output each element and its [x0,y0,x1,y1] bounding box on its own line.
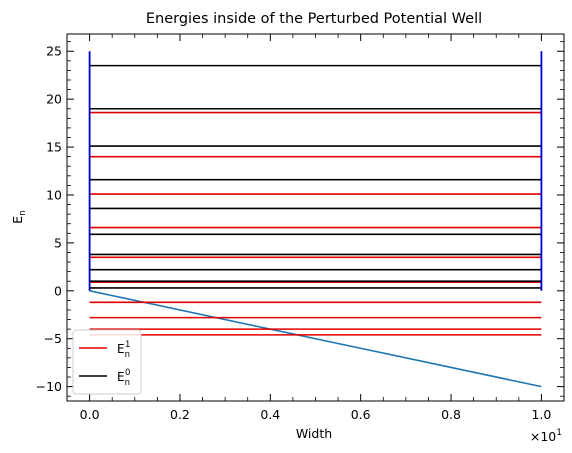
y-tick-label: −10 [36,379,62,394]
y-tick-label: 0 [54,283,62,298]
legend-label-perturbed: En1 [117,340,130,360]
y-tick-label: 20 [46,92,62,107]
legend: En1 En0 [72,329,142,395]
x-tick-label: 0.2 [170,407,190,422]
legend-label-unperturbed: En0 [117,368,130,388]
x-axis-label: Width [296,426,332,441]
y-axis-label-sub: n [18,210,28,216]
x-tick-label: 1.0 [531,407,551,422]
legend-box [72,329,142,395]
y-tick-label: 10 [46,187,62,202]
perturbation-line [89,290,542,388]
x-axis-ticks: 0.0 0.2 0.4 0.6 0.8 1.0 [66,34,565,422]
plot-frame [66,33,565,402]
x-tick-label: 0.6 [351,407,371,422]
chart-title: Energies inside of the Perturbed Potenti… [146,11,482,27]
y-tick-label: −5 [44,331,62,346]
y-axis-label-main: E [10,216,25,224]
x-tick-label: 0.4 [260,407,280,422]
x-tick-label: 0.8 [441,407,461,422]
plot-marks [88,51,543,388]
y-tick-label: 5 [54,235,62,250]
x-axis-offset-label: ×101 [530,428,562,444]
x-axis-offset-exponent: 1 [556,428,562,438]
y-tick-label: 25 [46,44,62,59]
y-axis-label: En [10,210,28,224]
y-axis-ticks: −10 −5 0 5 10 15 20 25 [36,41,564,397]
x-tick-label: 0.0 [80,407,100,422]
y-tick-label: 15 [46,140,62,155]
